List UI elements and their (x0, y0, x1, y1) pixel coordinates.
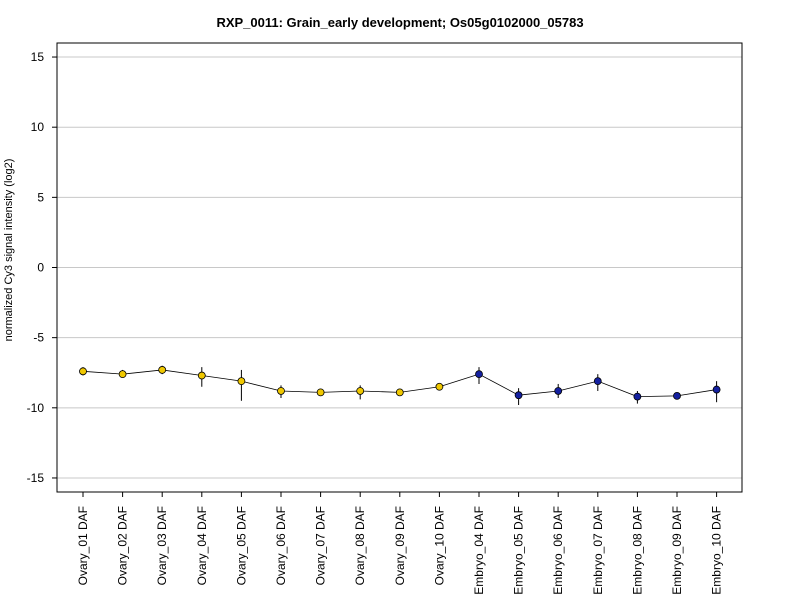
x-tick-label: Embryo_06 DAF (551, 506, 565, 595)
x-tick-label: Ovary_01 DAF (76, 506, 90, 585)
x-tick-label: Embryo_04 DAF (472, 506, 486, 595)
series-layer (79, 365, 721, 406)
data-point (356, 387, 365, 395)
data-point (475, 370, 483, 379)
data-point (79, 367, 87, 376)
data-point (158, 366, 167, 374)
data-point (237, 377, 246, 386)
data-point (395, 388, 404, 397)
x-tick-label: Embryo_09 DAF (670, 506, 684, 595)
x-tick-label: Ovary_05 DAF (234, 506, 248, 585)
data-point (712, 385, 721, 394)
data-point (197, 371, 206, 380)
x-tick-label: Embryo_08 DAF (630, 506, 644, 595)
y-tick-label: 15 (31, 50, 45, 64)
x-tick-label: Ovary_09 DAF (393, 506, 407, 585)
x-tick-label: Ovary_02 DAF (116, 506, 130, 585)
x-tick-label: Embryo_10 DAF (710, 506, 724, 595)
y-tick-label: 10 (31, 120, 45, 134)
y-tick-label: 0 (37, 261, 44, 275)
x-tick-label: Embryo_05 DAF (512, 506, 526, 595)
data-point (633, 392, 642, 401)
grid-lines (57, 56, 742, 479)
axes: 15 10 5 0 -5 -10 -15 Ovary_01 DAF Ovary_02 DAF Ov… (27, 50, 724, 595)
data-point (554, 387, 563, 395)
data-point (316, 388, 325, 397)
x-tick-label: Ovary_04 DAF (195, 506, 209, 585)
chart-title: RXP_0011: Grain_early development; Os05g… (216, 15, 583, 30)
x-tick-label: Ovary_07 DAF (314, 506, 328, 585)
data-point (118, 370, 127, 379)
data-point (514, 391, 523, 400)
y-tick-label: -5 (33, 331, 44, 345)
plot-frame (56, 42, 743, 493)
y-axis-label: normalized Cy3 signal intensity (log2) (3, 159, 15, 342)
x-tick-label: Ovary_06 DAF (274, 506, 288, 585)
x-tick-label: Ovary_08 DAF (353, 506, 367, 585)
y-tick-label: -10 (27, 401, 45, 415)
data-point (277, 387, 285, 395)
data-point (673, 391, 681, 400)
x-tick-label: Ovary_03 DAF (155, 506, 169, 585)
x-tick-label: Embryo_07 DAF (591, 506, 605, 595)
data-point (435, 382, 444, 391)
y-tick-label: 5 (37, 190, 44, 204)
y-tick-label: -15 (27, 471, 45, 485)
data-point (593, 377, 602, 386)
x-tick-label: Ovary_10 DAF (432, 506, 446, 585)
